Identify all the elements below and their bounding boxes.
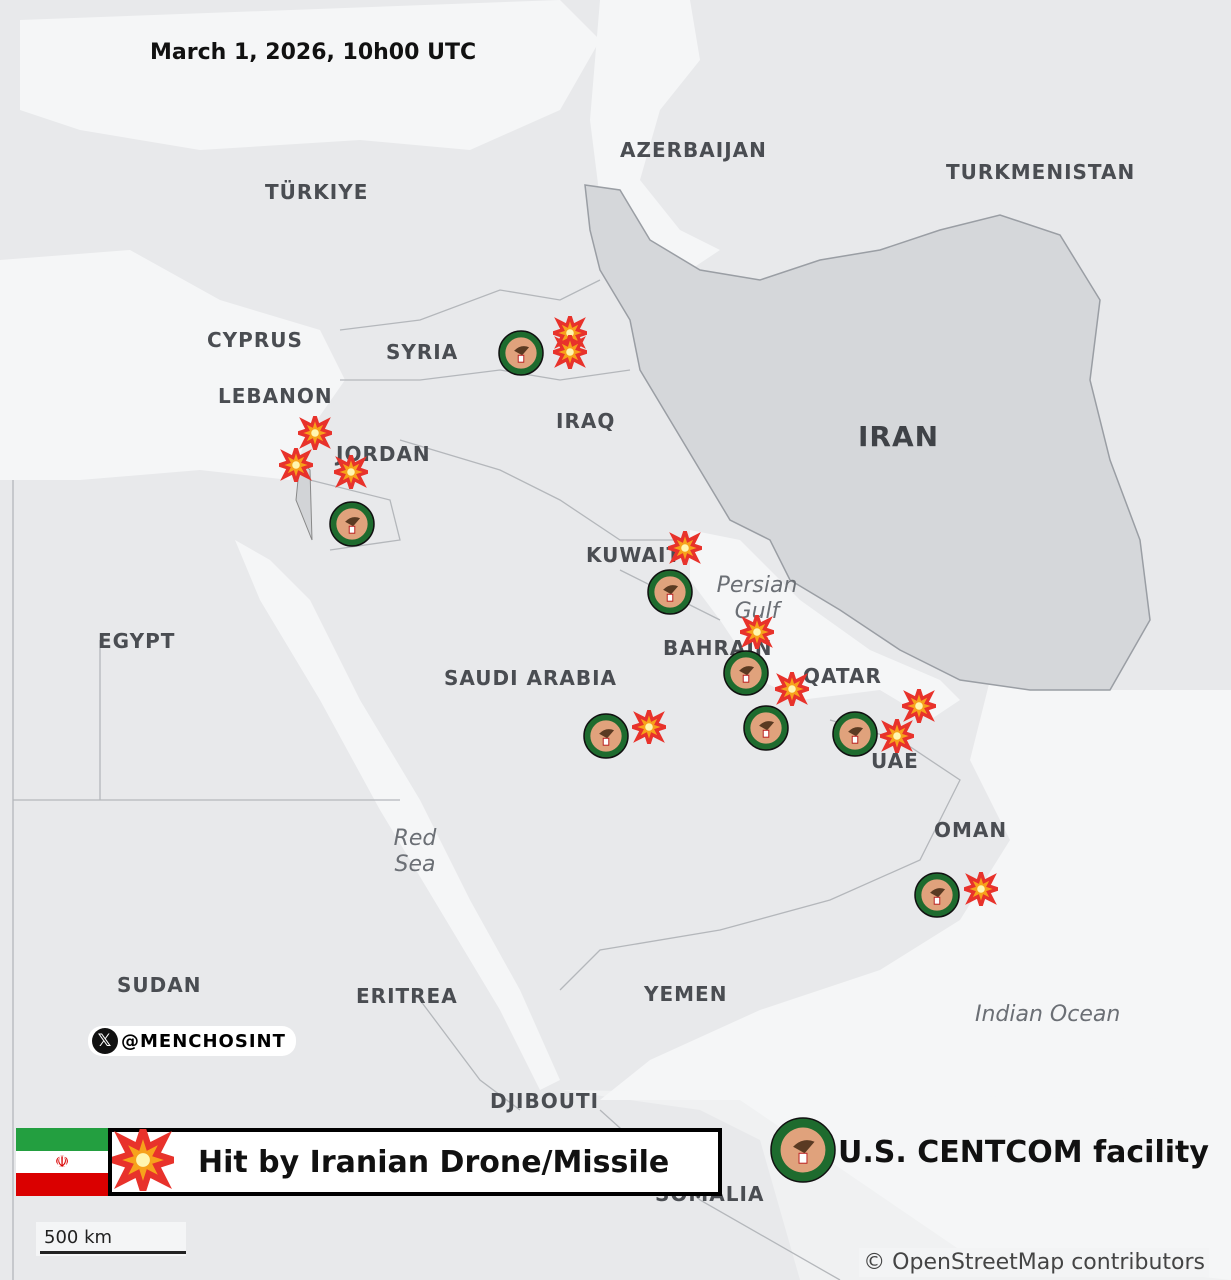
label-red-sea: Red Sea [393, 826, 437, 877]
label-turkiye: TÜRKIYE [265, 180, 369, 204]
centcom-facility-marker [723, 650, 769, 700]
iran-flag-icon: ☫ [16, 1128, 108, 1196]
hit-marker [958, 866, 1004, 912]
label-lebanon: LEBANON [218, 384, 333, 408]
label-kuwait: KUWAIT [586, 543, 682, 567]
label-oman: OMAN [934, 818, 1008, 842]
hit-marker [292, 410, 338, 456]
label-persian-gulf: Persian Gulf [716, 573, 798, 624]
label-indian-ocean: Indian Ocean [975, 1002, 1121, 1027]
hit-marker [273, 442, 319, 488]
label-iraq: IRAQ [556, 409, 616, 433]
x-logo-icon: 𝕏 [92, 1028, 118, 1054]
legend-hit-label: Hit by Iranian Drone/Missile [198, 1144, 670, 1180]
centcom-facility-marker [329, 501, 375, 551]
map-title: March 1, 2026, 10h00 UTC [150, 40, 477, 65]
centcom-facility-marker [498, 330, 544, 380]
label-syria: SYRIA [386, 340, 459, 364]
label-cyprus: CYPRUS [207, 328, 303, 352]
hit-marker [734, 609, 780, 655]
centcom-facility-marker [914, 872, 960, 922]
centcom-facility-marker [647, 569, 693, 619]
handle-text: @MENCHOSINT [121, 1030, 286, 1052]
scale-bar: 500 km [36, 1222, 186, 1256]
label-egypt: EGYPT [98, 629, 176, 653]
label-djibouti: DJIBOUTI [490, 1089, 600, 1113]
label-eritrea: ERITREA [356, 984, 458, 1008]
hit-marker [769, 666, 815, 712]
label-qatar: QATAR [803, 664, 882, 688]
centcom-facility-marker [832, 711, 878, 761]
label-uae: UAE [871, 749, 919, 773]
label-turkmenistan: TURKMENISTAN [946, 160, 1136, 184]
hit-marker [547, 329, 593, 375]
label-yemen: YEMEN [644, 982, 728, 1006]
label-sudan: SUDAN [117, 973, 202, 997]
hit-marker [328, 449, 374, 495]
legend-hit: Hit by Iranian Drone/Missile [101, 1118, 722, 1202]
hit-marker [874, 713, 920, 759]
hit-marker [896, 683, 942, 729]
hit-marker [662, 525, 708, 571]
label-azerbaijan: AZERBAIJAN [620, 138, 767, 162]
centcom-seal-icon [770, 1117, 836, 1187]
label-saudi-arabia: SAUDI ARABIA [444, 666, 618, 690]
explosion-icon [101, 1118, 185, 1202]
legend-centcom-label: U.S. CENTCOM facility [838, 1134, 1209, 1170]
centcom-facility-marker [743, 705, 789, 755]
scale-label: 500 km [44, 1227, 113, 1248]
hit-marker [626, 704, 672, 750]
centcom-facility-marker [583, 713, 629, 763]
legend-centcom: U.S. CENTCOM facility [770, 1117, 1209, 1187]
author-handle: 𝕏 @MENCHOSINT [88, 1026, 296, 1056]
label-iran: IRAN [858, 420, 940, 453]
attribution: © OpenStreetMap contributors [859, 1248, 1209, 1277]
